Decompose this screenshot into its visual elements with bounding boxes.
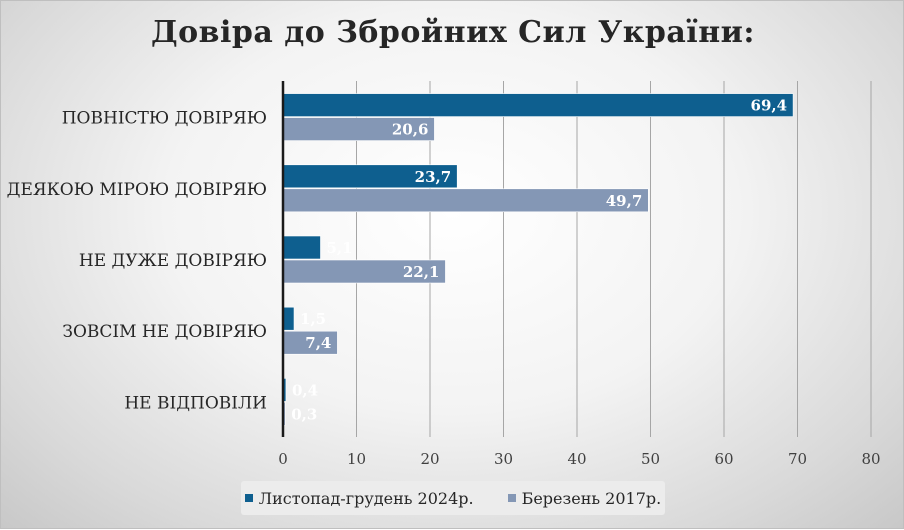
bar — [282, 306, 295, 331]
legend-label-2017: Березень 2017р. — [521, 488, 662, 508]
bar — [282, 235, 321, 260]
data-label: 20,6 — [392, 121, 429, 139]
legend-swatch-2017 — [507, 494, 516, 502]
data-label: 5,1 — [326, 239, 352, 257]
category-label: ПОВНІСТЮ ДОВІРЯЮ — [62, 109, 267, 129]
legend-item-2017: Березень 2017р. — [507, 488, 662, 508]
data-label: 7,4 — [305, 334, 331, 352]
category-label: НЕ ВІДПОВІЛИ — [124, 393, 267, 413]
x-tick-label: 40 — [567, 450, 586, 468]
bar — [282, 93, 794, 117]
legend-label-2024: Листопад-грудень 2024р. — [258, 488, 474, 508]
category-label: ДЕЯКОЮ МІРОЮ ДОВІРЯЮ — [7, 180, 267, 200]
data-label: 1,5 — [300, 310, 326, 328]
chart-title: Довіра до Збройних Сил України: — [151, 15, 755, 50]
category-label: ЗОВСІМ НЕ ДОВІРЯЮ — [62, 322, 267, 342]
x-tick-label: 50 — [641, 450, 660, 468]
x-tick-label: 30 — [494, 450, 513, 468]
x-tick-label: 0 — [278, 450, 288, 468]
x-tick-label: 80 — [861, 450, 880, 468]
x-tick-label: 10 — [347, 450, 366, 468]
data-label: 49,7 — [606, 192, 643, 210]
x-tick-label: 20 — [420, 450, 439, 468]
data-label: 22,1 — [403, 263, 440, 281]
data-label: 0,3 — [291, 405, 317, 423]
data-label: 69,4 — [751, 97, 788, 115]
data-label: 0,4 — [292, 381, 318, 399]
x-tick-label: 70 — [788, 450, 807, 468]
data-label: 23,7 — [415, 168, 452, 186]
legend-swatch-2024 — [244, 494, 253, 502]
legend: Листопад-грудень 2024р. Березень 2017р. — [241, 481, 665, 515]
x-tick-label: 60 — [714, 450, 733, 468]
bar — [282, 188, 649, 213]
legend-item-2024: Листопад-грудень 2024р. — [244, 488, 474, 508]
category-label: НЕ ДУЖЕ ДОВІРЯЮ — [79, 251, 267, 271]
